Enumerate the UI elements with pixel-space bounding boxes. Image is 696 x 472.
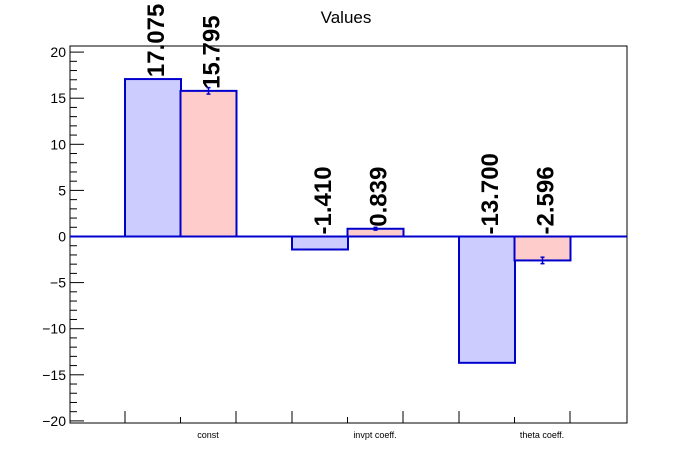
y-tick-label: −15 [42,367,66,383]
data-label: 15.795 [199,15,226,88]
y-tick-label: 20 [50,44,66,60]
y-tick-label: 15 [50,90,66,106]
chart-title: Values [321,8,372,27]
x-axis: const invpt coeff. theta coeff. [124,411,571,440]
y-tick-label: 10 [50,136,66,152]
data-label: -13.700 [477,153,504,234]
bar [179,89,238,238]
data-label: -1.410 [310,166,337,234]
y-tick-label: −5 [50,275,66,291]
x-tick-label: theta coeff. [520,430,564,440]
bar [291,235,349,251]
y-tick-label: 0 [58,229,66,245]
x-tick-label: const [197,430,219,440]
y-tick-label: −10 [42,321,66,337]
data-label: -2.596 [533,166,560,234]
y-tick-label: −20 [42,413,66,429]
bar-layer [70,78,627,364]
data-label: 0.839 [366,167,393,227]
bar [124,78,182,238]
x-tick-label: invpt coeff. [353,430,396,440]
plot-frame [69,45,628,424]
data-label: 17.075 [143,4,170,77]
bar [458,235,516,364]
y-tick-label: 5 [58,182,66,198]
data-label-layer: 17.075 -1.410 -13.700 15.795 0.839 -2.596 [143,4,560,235]
